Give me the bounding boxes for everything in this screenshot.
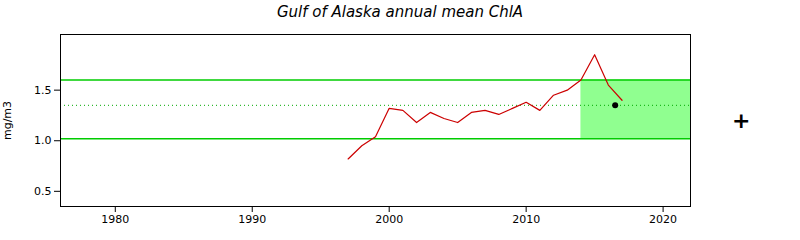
svg-text:1980: 1980	[101, 213, 129, 226]
svg-text:1990: 1990	[238, 213, 266, 226]
svg-text:mg/m3: mg/m3	[1, 101, 14, 140]
svg-text:1.0: 1.0	[34, 134, 52, 147]
html-text:Gulf of Alaska annual mean Chl: Gulf of Alaska annual mean ChlA	[276, 3, 524, 21]
svg-text:2000: 2000	[375, 213, 403, 226]
svg-text:2010: 2010	[512, 213, 540, 226]
svg-text:+: +	[732, 108, 750, 133]
svg-text:1.5: 1.5	[34, 84, 52, 97]
svg-text:0.5: 0.5	[34, 185, 52, 198]
svg-text:2020: 2020	[649, 213, 677, 226]
